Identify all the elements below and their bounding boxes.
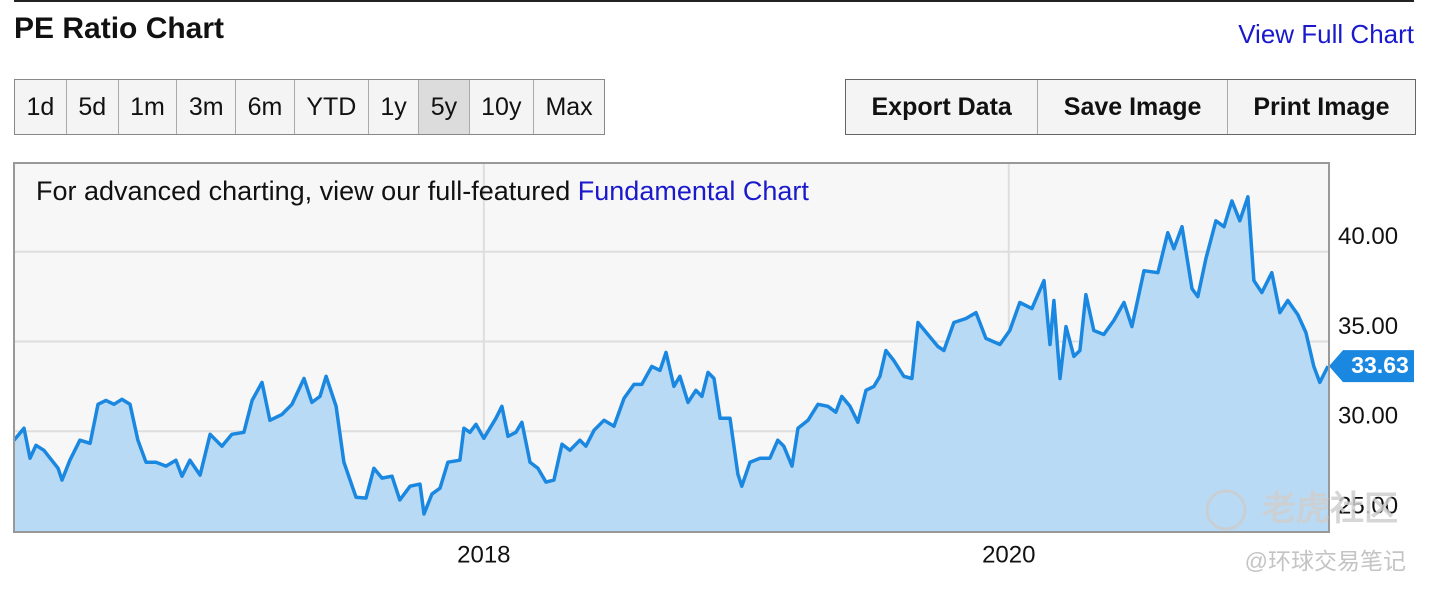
- last-value-label: 33.63: [1351, 352, 1409, 378]
- action-button[interactable]: Save Image: [1038, 80, 1228, 134]
- range-button[interactable]: YTD: [295, 80, 369, 134]
- range-button[interactable]: 10y: [470, 80, 534, 134]
- range-button[interactable]: 1y: [369, 80, 420, 134]
- view-full-chart-link[interactable]: View Full Chart: [1238, 19, 1414, 49]
- last-value-box: [1329, 350, 1414, 383]
- page-title: PE Ratio Chart: [14, 12, 225, 45]
- y-tick-label: 25.00: [1338, 492, 1398, 519]
- y-tick-label: 40.00: [1338, 223, 1398, 250]
- chart-notice: For advanced charting, view our full-fea…: [36, 176, 809, 206]
- action-buttons: Export Data Save Image Print Image: [845, 79, 1416, 135]
- fundamental-chart-link[interactable]: Fundamental Chart: [578, 176, 810, 206]
- area: [14, 196, 1328, 533]
- x-tick-label: 2020: [982, 541, 1035, 568]
- range-button[interactable]: 3m: [177, 80, 237, 134]
- range-buttons: 1d 5d 1m 3m 6m YTD 1y 5y 10y Max: [14, 79, 606, 135]
- action-button[interactable]: Print Image: [1253, 92, 1390, 121]
- watermark: @环球交易笔记: [1245, 548, 1406, 574]
- range-button[interactable]: 5y: [419, 80, 470, 134]
- watermark: 老虎社区: [1262, 490, 1398, 528]
- range-button[interactable]: 1m: [119, 80, 178, 134]
- line: [12, 195, 1330, 516]
- plot-border: [13, 162, 1330, 533]
- notice-text: For advanced charting, view our full-fea…: [36, 176, 578, 206]
- watermark-logo: [1205, 489, 1247, 531]
- top-rule: [14, 0, 1414, 2]
- x-tick-label: 2018: [457, 541, 510, 568]
- range-button[interactable]: 5d: [67, 80, 119, 134]
- action-button[interactable]: Export Data: [846, 80, 1039, 134]
- range-button[interactable]: Max: [545, 92, 593, 121]
- range-button[interactable]: 6m: [236, 80, 295, 134]
- range-button[interactable]: 1d: [15, 80, 67, 134]
- y-tick-label: 35.00: [1338, 313, 1398, 340]
- y-tick-label: 30.00: [1338, 403, 1398, 430]
